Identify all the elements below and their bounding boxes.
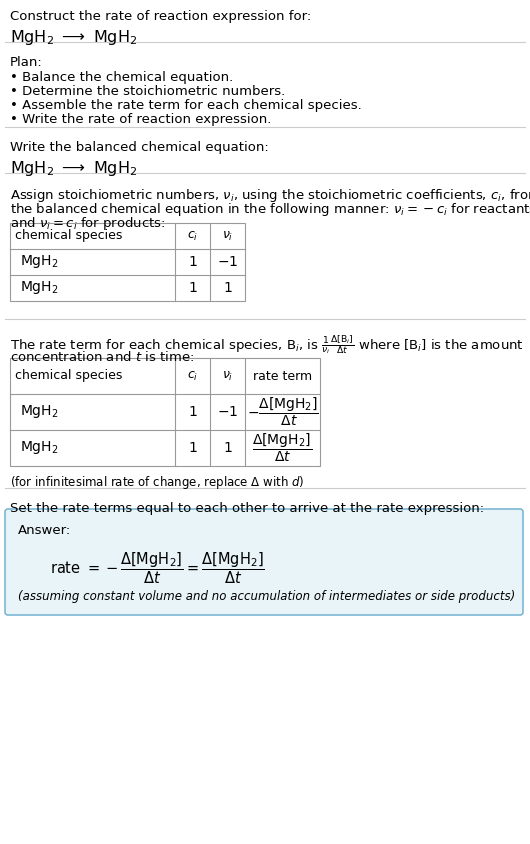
Text: $c_i$: $c_i$ — [187, 370, 198, 382]
Text: 1: 1 — [188, 255, 197, 269]
Text: Set the rate terms equal to each other to arrive at the rate expression:: Set the rate terms equal to each other t… — [10, 502, 484, 515]
Text: concentration and $t$ is time:: concentration and $t$ is time: — [10, 350, 194, 364]
Text: the balanced chemical equation in the following manner: $\nu_i = -c_i$ for react: the balanced chemical equation in the fo… — [10, 201, 530, 218]
Text: • Determine the stoichiometric numbers.: • Determine the stoichiometric numbers. — [10, 85, 285, 98]
Text: Construct the rate of reaction expression for:: Construct the rate of reaction expressio… — [10, 10, 311, 23]
Text: MgH$_2$ $\longrightarrow$ MgH$_2$: MgH$_2$ $\longrightarrow$ MgH$_2$ — [10, 28, 137, 47]
Text: rate $= -\dfrac{\Delta[\mathrm{MgH_2}]}{\Delta t} = \dfrac{\Delta[\mathrm{MgH_2}: rate $= -\dfrac{\Delta[\mathrm{MgH_2}]}{… — [50, 550, 265, 586]
Text: The rate term for each chemical species, B$_i$, is $\frac{1}{\nu_i}\frac{\Delta[: The rate term for each chemical species,… — [10, 333, 524, 356]
Text: Write the balanced chemical equation:: Write the balanced chemical equation: — [10, 141, 269, 154]
Text: rate term: rate term — [253, 370, 312, 382]
Text: • Balance the chemical equation.: • Balance the chemical equation. — [10, 71, 233, 84]
Text: 1: 1 — [188, 441, 197, 455]
Text: chemical species: chemical species — [15, 230, 122, 242]
Text: $\nu_i$: $\nu_i$ — [222, 370, 233, 382]
Text: $-1$: $-1$ — [217, 255, 238, 269]
Text: $-1$: $-1$ — [217, 405, 238, 419]
Text: $1$: $1$ — [223, 281, 232, 295]
Text: $1$: $1$ — [223, 441, 232, 455]
Text: Answer:: Answer: — [18, 524, 71, 537]
Text: • Write the rate of reaction expression.: • Write the rate of reaction expression. — [10, 113, 271, 126]
Text: $-\dfrac{\Delta[\mathrm{MgH_2}]}{\Delta t}$: $-\dfrac{\Delta[\mathrm{MgH_2}]}{\Delta … — [246, 396, 319, 428]
Text: MgH$_2$: MgH$_2$ — [20, 253, 59, 270]
Text: MgH$_2$ $\longrightarrow$ MgH$_2$: MgH$_2$ $\longrightarrow$ MgH$_2$ — [10, 159, 137, 178]
Text: Assign stoichiometric numbers, $\nu_i$, using the stoichiometric coefficients, $: Assign stoichiometric numbers, $\nu_i$, … — [10, 187, 530, 204]
Text: (for infinitesimal rate of change, replace Δ with $d$): (for infinitesimal rate of change, repla… — [10, 474, 304, 491]
Text: • Assemble the rate term for each chemical species.: • Assemble the rate term for each chemic… — [10, 99, 362, 112]
Text: $\nu_i$: $\nu_i$ — [222, 230, 233, 242]
Bar — [10, 223, 245, 301]
Text: 1: 1 — [188, 281, 197, 295]
Text: MgH$_2$: MgH$_2$ — [20, 403, 59, 420]
Text: $\dfrac{\Delta[\mathrm{MgH_2}]}{\Delta t}$: $\dfrac{\Delta[\mathrm{MgH_2}]}{\Delta t… — [252, 432, 313, 464]
Text: 1: 1 — [188, 405, 197, 419]
Text: (assuming constant volume and no accumulation of intermediates or side products): (assuming constant volume and no accumul… — [18, 590, 515, 603]
Text: and $\nu_i = c_i$ for products:: and $\nu_i = c_i$ for products: — [10, 215, 165, 232]
FancyBboxPatch shape — [5, 509, 523, 615]
Text: chemical species: chemical species — [15, 370, 122, 382]
Text: MgH$_2$: MgH$_2$ — [20, 440, 59, 457]
Text: Plan:: Plan: — [10, 56, 43, 69]
Bar — [10, 358, 320, 466]
Text: MgH$_2$: MgH$_2$ — [20, 279, 59, 296]
Text: $c_i$: $c_i$ — [187, 230, 198, 242]
